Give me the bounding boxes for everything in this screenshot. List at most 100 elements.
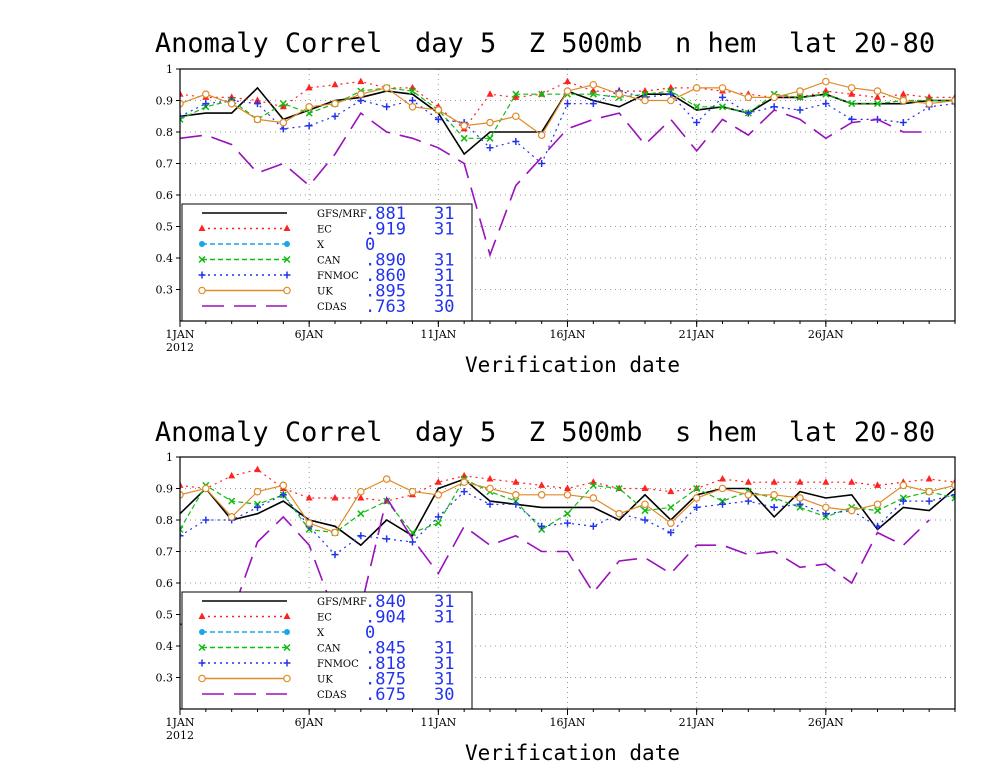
series-cdas xyxy=(180,495,930,632)
series-layer xyxy=(180,465,955,632)
y-tick-label: 0.8 xyxy=(156,126,174,139)
data-point xyxy=(409,538,416,546)
data-point xyxy=(667,529,675,537)
data-point xyxy=(564,100,571,108)
data-point xyxy=(589,80,598,89)
legend-sample-count: 31 xyxy=(434,654,454,674)
legend-box xyxy=(181,203,473,322)
data-point xyxy=(899,90,907,97)
data-point xyxy=(847,506,856,515)
data-point xyxy=(331,80,339,88)
x-tick-label: 1JAN xyxy=(166,716,195,729)
legend-series-name: GFS/MRF xyxy=(317,209,367,220)
legend-entry: CDAS .763 30 xyxy=(202,297,454,317)
legend-entry: CDAS .675 30 xyxy=(202,685,454,705)
data-point xyxy=(538,481,546,488)
x-axis-label: Verification date xyxy=(465,353,680,377)
legend-marker xyxy=(284,241,290,247)
data-point xyxy=(512,500,520,508)
data-point xyxy=(641,484,649,491)
data-point xyxy=(434,478,442,485)
data-point xyxy=(305,103,313,111)
data-point xyxy=(434,115,442,123)
y-tick-label: 0.8 xyxy=(156,514,174,527)
data-point xyxy=(718,84,727,92)
legend-stat-value: .919 xyxy=(365,220,406,240)
data-point xyxy=(357,77,365,85)
y-tick-label: 0.4 xyxy=(156,640,174,653)
data-point xyxy=(383,103,391,111)
data-point xyxy=(899,96,908,105)
data-point xyxy=(486,500,494,508)
data-point xyxy=(744,497,752,505)
data-point xyxy=(796,87,804,95)
data-point xyxy=(796,478,804,485)
legend-sample-count: 31 xyxy=(434,608,454,628)
data-point xyxy=(641,96,649,105)
x-tick-label: 6JAN xyxy=(295,716,324,729)
legend-series-name: X xyxy=(317,240,325,251)
data-point xyxy=(228,471,236,479)
series-line xyxy=(180,109,930,258)
legend-series-name: CAN xyxy=(317,644,341,655)
data-point xyxy=(331,493,339,501)
data-point xyxy=(357,493,365,501)
legend-stat-value: .840 xyxy=(365,592,406,612)
data-point xyxy=(434,490,443,499)
legend-stat-value: .763 xyxy=(365,297,406,317)
data-point xyxy=(589,481,597,489)
data-point xyxy=(486,134,494,142)
legend-series-name: GFS/MRF xyxy=(317,597,367,608)
legend-stat-value: .845 xyxy=(365,639,406,659)
data-point xyxy=(744,478,752,485)
legend-stat-value: .881 xyxy=(365,204,406,224)
y-tick-label: 0.6 xyxy=(156,577,174,590)
data-point xyxy=(408,87,417,95)
legend-stat-value: 0 xyxy=(365,623,375,643)
x-tick-label: 6JAN xyxy=(295,328,324,341)
data-point xyxy=(254,100,261,108)
legend-series-name: CAN xyxy=(317,256,341,267)
data-point xyxy=(589,90,597,98)
data-point xyxy=(383,535,391,543)
data-point xyxy=(357,532,365,540)
data-point xyxy=(486,90,494,97)
data-point xyxy=(253,115,262,124)
legend-sample-count: 31 xyxy=(434,670,454,690)
data-point xyxy=(692,84,701,92)
data-point xyxy=(460,488,468,496)
chart-title: Anomaly Correl day 5 Z 500mb n hem lat 2… xyxy=(155,28,935,59)
data-point xyxy=(227,513,236,521)
series-uk xyxy=(180,475,955,537)
data-point xyxy=(202,484,210,493)
data-point xyxy=(951,494,955,502)
data-point xyxy=(564,519,571,527)
y-tick-label: 0.9 xyxy=(156,95,174,108)
legend-marker xyxy=(198,286,206,295)
data-point xyxy=(512,478,520,485)
data-point xyxy=(305,122,313,130)
data-point xyxy=(615,509,623,518)
data-point xyxy=(899,497,907,505)
data-point xyxy=(873,87,882,95)
data-point xyxy=(202,90,210,99)
legend-stat-value: .904 xyxy=(365,608,406,628)
data-point xyxy=(537,490,546,499)
data-point xyxy=(719,93,726,101)
plot-frame xyxy=(179,456,956,710)
legend-marker xyxy=(283,286,291,295)
data-point xyxy=(486,144,494,152)
data-point xyxy=(279,100,287,108)
data-point xyxy=(408,103,417,111)
data-point xyxy=(899,481,908,490)
x-tick-year: 2012 xyxy=(166,341,194,354)
data-point xyxy=(331,551,339,559)
series-layer xyxy=(180,77,955,258)
y-tick-label: 0.9 xyxy=(156,483,174,496)
legend-sample-count: 31 xyxy=(434,251,454,271)
data-point xyxy=(305,493,313,501)
legend-stat-value: 0 xyxy=(365,235,375,255)
chart-1: Anomaly Correl day 5 Z 500mb n hem lat 2… xyxy=(155,28,956,377)
legend-sample-count: 31 xyxy=(434,204,454,224)
